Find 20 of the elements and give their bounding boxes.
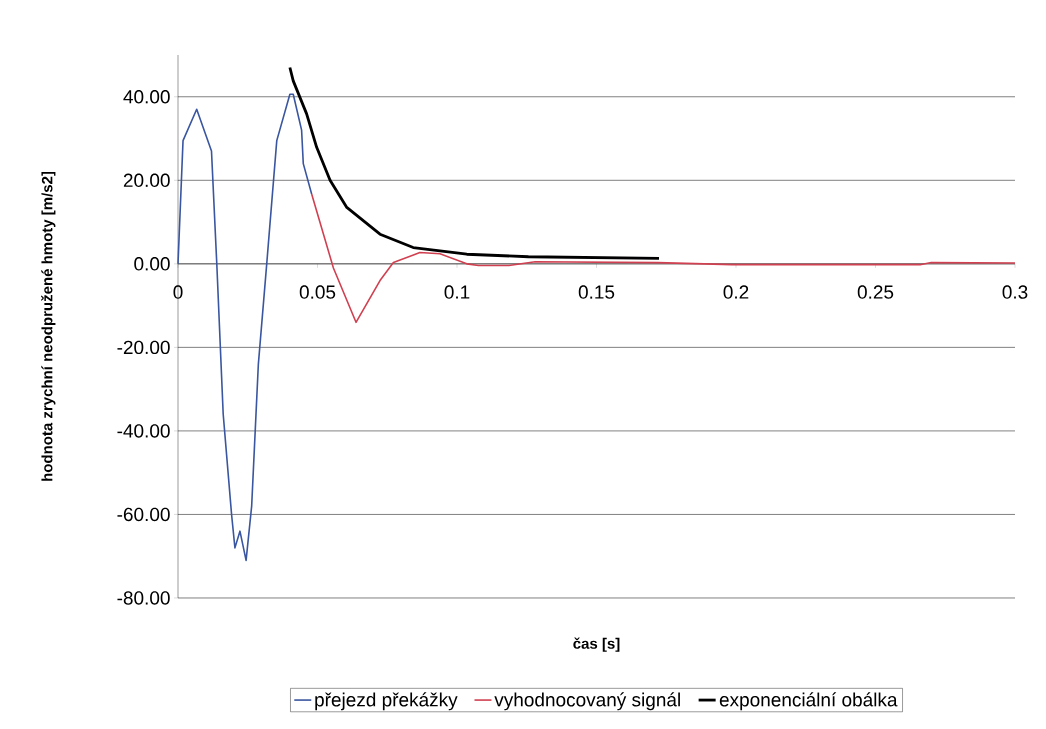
x-tick-label: 0 (173, 285, 183, 299)
y-tick-label: 40.00 (123, 90, 170, 104)
y-tick-label: 0.00 (134, 257, 170, 271)
y-tick-label: -80.00 (117, 591, 170, 605)
x-tick-label: 0.25 (857, 285, 894, 299)
y-tick-label: -60.00 (117, 507, 170, 522)
x-tick-label: 0.15 (578, 285, 615, 299)
x-tick-label: 0.05 (299, 285, 336, 299)
legend-label: exponenciální obálka (719, 692, 898, 711)
y-tick-label: 20.00 (123, 173, 170, 188)
legend-label: vyhodnocovaný signál (494, 692, 680, 711)
legend-label: přejezd překážky (315, 692, 458, 711)
y-tick-label: -40.00 (117, 424, 170, 438)
x-tick-label: 0.3 (1002, 285, 1028, 299)
line-series (288, 66, 661, 260)
y-axis-title: hodnota zrychní neodpružené hmoty [m/s2] (41, 171, 56, 481)
x-tick-label: 0.1 (444, 285, 470, 299)
x-axis-title: čas [s] (573, 637, 620, 652)
y-tick-label: -20.00 (117, 340, 170, 355)
x-tick-label: 0.2 (723, 285, 749, 299)
